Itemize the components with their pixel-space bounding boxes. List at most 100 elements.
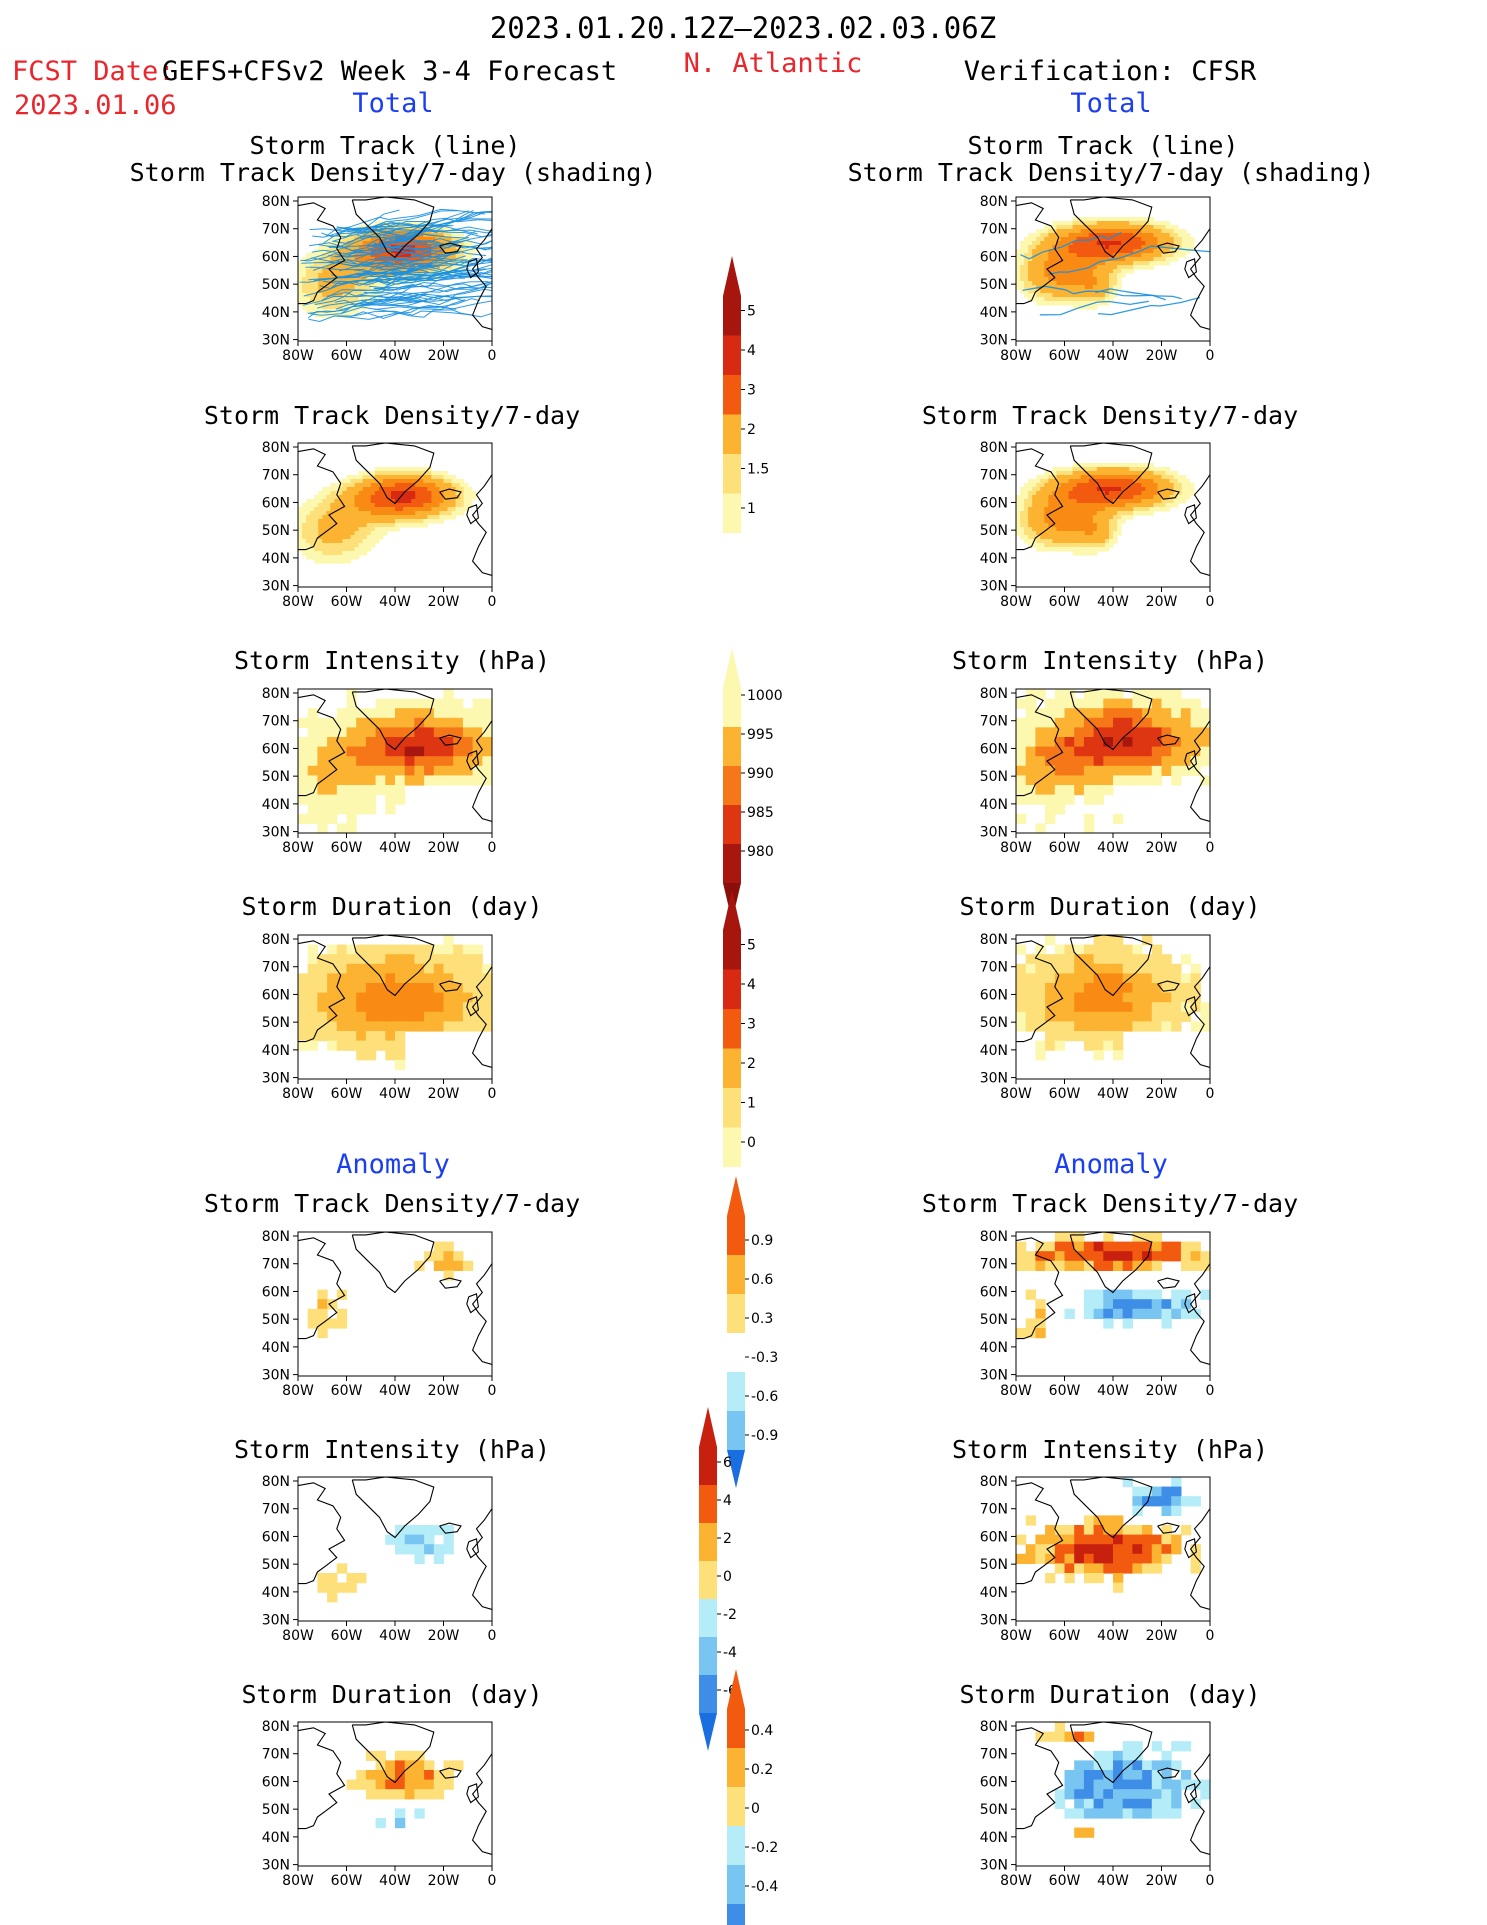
grid-cell bbox=[354, 479, 360, 484]
grid-cell bbox=[1016, 983, 1027, 994]
grid-cell bbox=[1068, 281, 1074, 286]
grid-cell bbox=[1028, 245, 1033, 250]
grid-cell bbox=[1092, 499, 1098, 504]
grid-cell bbox=[1122, 1750, 1133, 1761]
grid-cell bbox=[366, 515, 372, 520]
grid-cell bbox=[1169, 483, 1175, 488]
grid-cell bbox=[1080, 293, 1086, 298]
grid-cell bbox=[431, 475, 437, 480]
grid-cell bbox=[330, 527, 335, 532]
grid-cell bbox=[451, 233, 457, 238]
grid-cell bbox=[327, 1573, 338, 1584]
grid-cell bbox=[317, 1328, 328, 1339]
grid-cell bbox=[1103, 1260, 1114, 1271]
grid-cell bbox=[1151, 992, 1163, 1003]
grid-cell bbox=[1056, 277, 1062, 282]
grid-cell bbox=[1040, 261, 1045, 266]
grid-cell bbox=[395, 963, 406, 974]
grid-cell bbox=[1103, 1553, 1114, 1564]
grid-cell bbox=[395, 1789, 406, 1800]
coastline bbox=[439, 1522, 462, 1534]
grid-cell bbox=[1076, 491, 1082, 496]
grid-cell bbox=[404, 756, 415, 767]
panel-title-density-anom-right: Storm Track Density/7-day bbox=[922, 1189, 1298, 1218]
grid-cell bbox=[1040, 241, 1045, 246]
grid-cell bbox=[1104, 297, 1110, 302]
grid-cell bbox=[1020, 249, 1025, 254]
grid-cell bbox=[403, 253, 408, 258]
grid-cell bbox=[1145, 511, 1150, 516]
grid-cell bbox=[1133, 225, 1138, 230]
grid-cell bbox=[1044, 539, 1049, 544]
grid-cell bbox=[427, 511, 432, 516]
grid-cell bbox=[1104, 241, 1110, 246]
x-tick-label: 0 bbox=[1206, 1383, 1215, 1399]
coastline bbox=[1157, 734, 1180, 746]
grid-cell bbox=[375, 963, 386, 974]
storm-track-line bbox=[359, 291, 492, 300]
grid-cell bbox=[1035, 1299, 1046, 1310]
x-tick-label: 0 bbox=[1206, 1086, 1215, 1102]
grid-cell bbox=[307, 727, 318, 738]
x-tick-label: 60W bbox=[331, 840, 363, 856]
grid-cell bbox=[336, 1011, 348, 1022]
grid-cell bbox=[1083, 1573, 1095, 1584]
grid-cell bbox=[1132, 1760, 1143, 1771]
grid-cell bbox=[382, 523, 388, 528]
storm-track-line bbox=[385, 230, 492, 238]
grid-cell bbox=[443, 225, 449, 230]
colorbar-label: 995 bbox=[747, 727, 774, 743]
grid-cell bbox=[314, 297, 319, 302]
grid-cell bbox=[1108, 221, 1114, 226]
grid-cell bbox=[378, 523, 384, 528]
grid-cell bbox=[1149, 499, 1155, 504]
grid-cell bbox=[334, 499, 340, 504]
grid-cell bbox=[1189, 483, 1195, 488]
grid-cell bbox=[1040, 249, 1045, 254]
grid-cell bbox=[1103, 775, 1114, 786]
grid-cell bbox=[1088, 463, 1094, 468]
grid-cell bbox=[378, 527, 384, 532]
grid-cell bbox=[1161, 1770, 1172, 1781]
colorbar-segment bbox=[699, 1599, 717, 1638]
grid-cell bbox=[1025, 1251, 1036, 1262]
grid-cell bbox=[1103, 1760, 1114, 1771]
grid-cell bbox=[1190, 746, 1201, 757]
grid-cell bbox=[1064, 297, 1070, 302]
grid-cell bbox=[1185, 495, 1191, 500]
grid-cell bbox=[1068, 535, 1074, 540]
grid-cell bbox=[1060, 265, 1066, 270]
grid-cell bbox=[1104, 507, 1110, 512]
grid-cell bbox=[338, 487, 344, 492]
grid-cell bbox=[1056, 237, 1062, 242]
x-tick-label: 60W bbox=[1049, 1086, 1081, 1102]
grid-cell bbox=[307, 708, 318, 719]
grid-cell bbox=[334, 301, 340, 306]
grid-cell bbox=[1122, 1563, 1133, 1574]
x-tick-label: 0 bbox=[488, 594, 497, 610]
grid-cell bbox=[1096, 257, 1102, 262]
grid-cell bbox=[1145, 249, 1150, 254]
grid-cell bbox=[1054, 1544, 1066, 1555]
grid-cell bbox=[1132, 1251, 1143, 1262]
grid-cell bbox=[358, 523, 364, 528]
grid-cell bbox=[1036, 523, 1041, 528]
grid-cell bbox=[370, 535, 376, 540]
grid-cell bbox=[1121, 503, 1126, 508]
grid-cell bbox=[1064, 233, 1070, 238]
grid-cell bbox=[1054, 1525, 1066, 1536]
grid-cell bbox=[314, 531, 319, 536]
grid-cell bbox=[1117, 479, 1122, 484]
grid-cell bbox=[1060, 233, 1066, 238]
grid-cell bbox=[1076, 285, 1082, 290]
storm-track-line bbox=[310, 299, 466, 316]
grid-cell bbox=[365, 727, 377, 738]
grid-cell bbox=[403, 273, 408, 278]
grid-cell bbox=[298, 265, 303, 270]
grid-cell bbox=[1048, 503, 1053, 508]
grid-cell bbox=[447, 491, 453, 496]
grid-cell bbox=[1025, 1011, 1036, 1022]
grid-cell bbox=[1133, 221, 1138, 226]
grid-cell bbox=[1165, 491, 1171, 496]
